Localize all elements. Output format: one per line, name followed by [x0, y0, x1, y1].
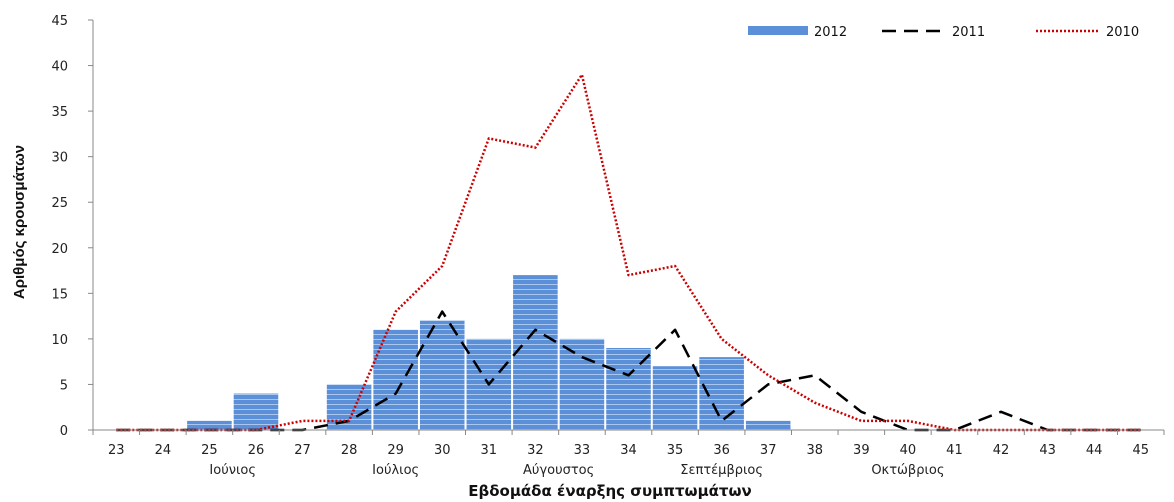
y-axis-title: Αριθμός κρουσμάτων	[11, 145, 28, 299]
x-tick-label-37: 37	[760, 443, 777, 458]
x-tick-label-38: 38	[806, 443, 823, 458]
y-tick-label-30: 30	[51, 151, 68, 166]
y-tick-label-25: 25	[51, 196, 68, 211]
x-tick-label-27: 27	[294, 443, 311, 458]
x-tick-label-26: 26	[248, 443, 265, 458]
y-tick-label-45: 45	[51, 14, 68, 29]
x-tick-label-25: 25	[201, 443, 218, 458]
series-line-2011	[116, 310, 1141, 432]
bar-28	[326, 384, 372, 430]
x-tick-label-28: 28	[341, 443, 358, 458]
x-tick-label-33: 33	[574, 443, 591, 458]
x-tick-label-43: 43	[1039, 443, 1056, 458]
bar-25	[187, 420, 232, 430]
x-axis-title: Εβδομάδα έναρξης συμπτωμάτων	[468, 482, 752, 500]
y-tick-label-5: 5	[60, 378, 68, 393]
month-label: Ιούνιος	[209, 463, 256, 478]
x-tick-label-29: 29	[387, 443, 404, 458]
legend-label-2012: 2012	[814, 25, 847, 40]
y-tick-label-20: 20	[51, 242, 68, 257]
bar-33	[559, 338, 605, 430]
x-tick-label-36: 36	[713, 443, 730, 458]
x-tick-label-35: 35	[667, 443, 684, 458]
y-tick-label-15: 15	[51, 287, 68, 302]
bar-32	[513, 275, 558, 430]
x-tick-label-31: 31	[481, 443, 498, 458]
y-tick-label-10: 10	[51, 333, 68, 348]
bar-26	[233, 393, 279, 430]
bar-29	[373, 329, 418, 430]
y-tick-label-35: 35	[51, 105, 68, 120]
bar-36	[699, 357, 744, 430]
x-tick-label-42: 42	[993, 443, 1010, 458]
legend-swatch-2012	[748, 26, 808, 35]
axes-layer: 0 5 10 15 20 25 30 35 40 45 23 24 25 26 27 28 29 30 31 32 33…	[51, 14, 1165, 478]
bars-layer	[187, 275, 791, 430]
legend-label-2011: 2011	[952, 25, 985, 40]
bar-30	[419, 320, 465, 430]
x-tick-label-40: 40	[900, 443, 917, 458]
x-tick-label-34: 34	[620, 443, 637, 458]
x-tick-label-41: 41	[946, 443, 963, 458]
x-tick-label-24: 24	[155, 443, 172, 458]
legend-label-2010: 2010	[1106, 25, 1139, 40]
x-tick-label-39: 39	[853, 443, 870, 458]
legend-item-2010: 2010	[1036, 25, 1139, 40]
x-tick-label-32: 32	[527, 443, 544, 458]
y-tick-label-40: 40	[51, 60, 68, 75]
month-label: Ιούλιος	[372, 463, 419, 478]
legend-item-2012: 2012	[748, 25, 847, 40]
series-line-2010	[116, 73, 1141, 432]
lines-layer	[116, 73, 1141, 432]
x-tick-label-45: 45	[1132, 443, 1149, 458]
legend: 2012 2011 2010	[748, 25, 1139, 40]
x-tick-label-44: 44	[1086, 443, 1103, 458]
y-tick-label-0: 0	[60, 424, 68, 439]
x-tick-label-23: 23	[108, 443, 125, 458]
month-label: Σεπτέμβριος	[680, 463, 763, 478]
legend-item-2011: 2011	[882, 25, 985, 40]
bar-37	[745, 420, 791, 430]
month-label: Αύγουστος	[523, 463, 594, 478]
x-tick-label-30: 30	[434, 443, 451, 458]
bar-35	[652, 366, 698, 430]
month-label: Οκτώβριος	[871, 463, 944, 478]
